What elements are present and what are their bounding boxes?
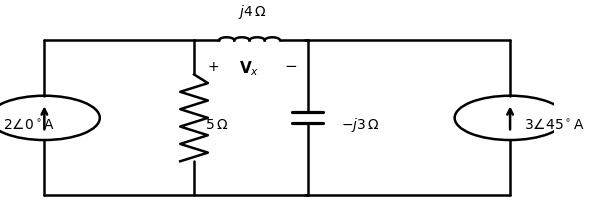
Text: $2\angle 0^\circ\mathrm{A}$: $2\angle 0^\circ\mathrm{A}$ (3, 117, 55, 132)
Text: $3\angle 45^\circ\mathrm{A}$: $3\angle 45^\circ\mathrm{A}$ (524, 117, 585, 132)
Text: +: + (208, 60, 219, 74)
Text: $j4\,\Omega$: $j4\,\Omega$ (238, 2, 267, 20)
Text: $-j3\,\Omega$: $-j3\,\Omega$ (341, 115, 380, 133)
Text: −: − (285, 59, 297, 74)
Text: $\mathbf{V}_x$: $\mathbf{V}_x$ (240, 60, 260, 79)
Text: $5\,\Omega$: $5\,\Omega$ (205, 117, 228, 131)
